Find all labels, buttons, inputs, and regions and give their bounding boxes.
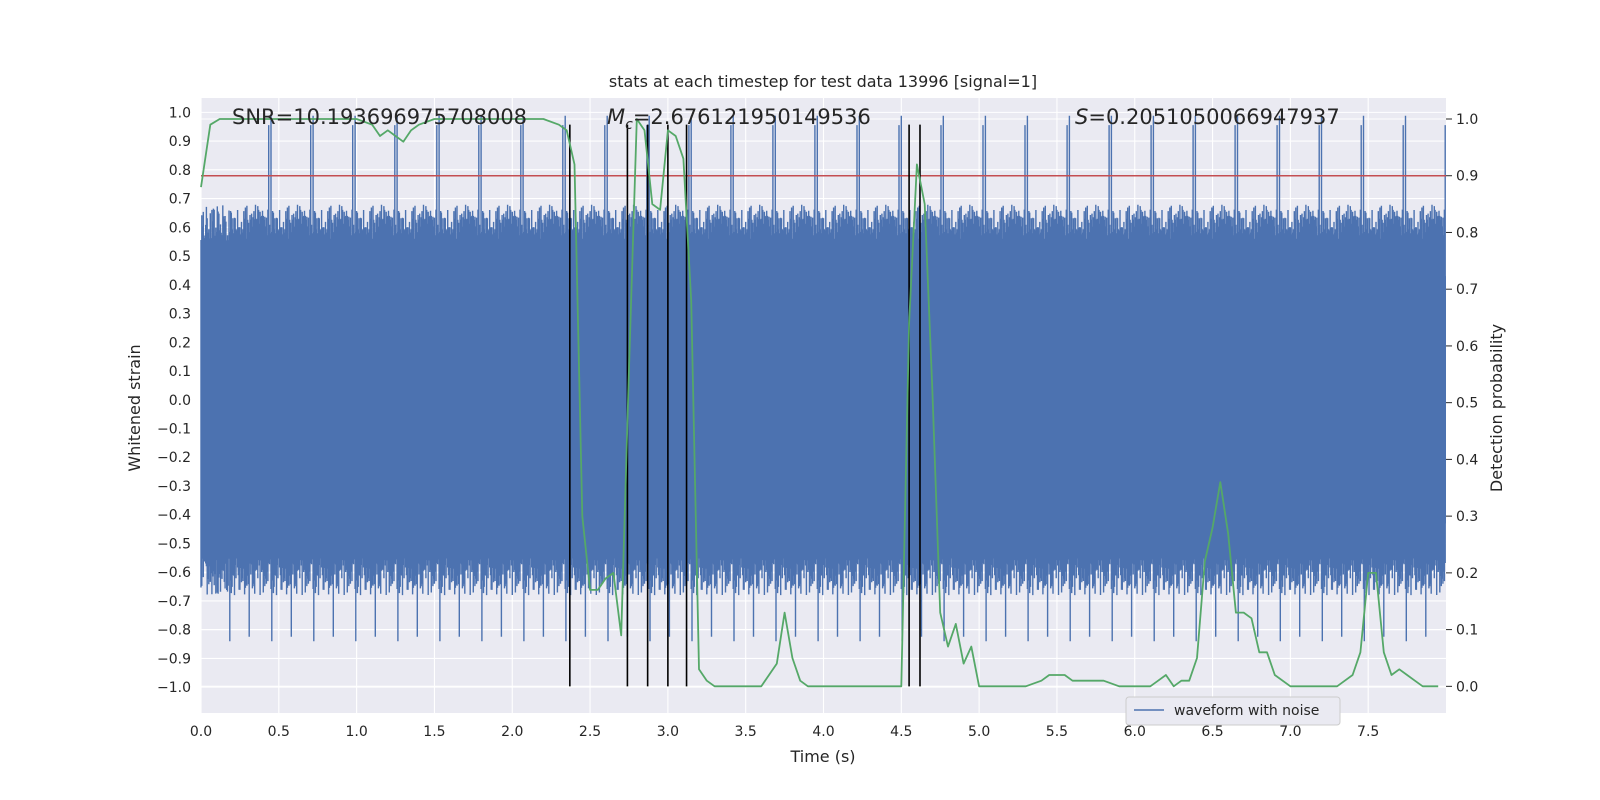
y-left-tick-11: −0.1	[157, 421, 191, 437]
x-tick-labels: 0.0 0.5 1.0 1.5 2.0 2.5 3.0 3.5 4.0 4.5 5.0 5.5 6.0 6…	[190, 724, 1379, 740]
y-left-tick-20: −1.0	[157, 680, 191, 696]
x-tick-0: 0.0	[190, 724, 212, 740]
y-right-tick-5: 0.5	[1456, 396, 1478, 412]
y-left-tick-16: −0.6	[157, 565, 191, 581]
x-tick-4: 2.0	[501, 724, 523, 740]
snr-annotation: SNR=10.193696975708008	[232, 105, 527, 129]
mc-annotation: Mc=2.676121950149536	[607, 105, 871, 133]
y-right-tick-4: 0.6	[1456, 339, 1478, 355]
s-symbol: S	[1075, 105, 1088, 129]
y-left-tick-labels: 1.0 0.9 0.8 0.7 0.6 0.5 0.4 0.3 0.2 0.1 0.0 −0.1 −0.…	[157, 105, 191, 696]
x-tick-9: 4.5	[890, 724, 912, 740]
y-left-tick-19: −0.9	[157, 651, 191, 667]
y-left-tick-2: 0.8	[169, 163, 191, 179]
y-left-tick-14: −0.4	[157, 508, 191, 524]
y-left-tick-15: −0.5	[157, 536, 191, 552]
x-tick-1: 0.5	[268, 724, 290, 740]
x-tick-14: 7.0	[1279, 724, 1301, 740]
y-right-axis-label: Detection probability	[1487, 324, 1506, 492]
y-left-tick-0: 1.0	[169, 105, 191, 121]
mc-value: =2.676121950149536	[633, 105, 871, 129]
y-right-tick-0: 1.0	[1456, 112, 1478, 128]
x-tick-12: 6.0	[1124, 724, 1146, 740]
x-tick-7: 3.5	[735, 724, 757, 740]
y-right-tick-1: 0.9	[1456, 169, 1478, 185]
y-left-tick-17: −0.7	[157, 594, 191, 610]
x-tick-8: 4.0	[812, 724, 834, 740]
y-right-tick-2: 0.8	[1456, 225, 1478, 241]
y-left-tick-10: 0.0	[169, 393, 191, 409]
y-left-tick-4: 0.6	[169, 220, 191, 236]
y-left-tick-1: 0.9	[169, 134, 191, 150]
legend-box	[1125, 696, 1341, 726]
legend-label-waveform: waveform with noise	[1174, 703, 1319, 719]
probability-series	[200, 118, 1439, 688]
x-tick-2: 1.0	[345, 724, 367, 740]
probability-line	[200, 118, 1439, 688]
y-right-tick-9: 0.1	[1456, 623, 1478, 639]
change-point-lines	[569, 124, 921, 687]
x-tick-15: 7.5	[1357, 724, 1379, 740]
y-left-tick-12: −0.2	[157, 450, 191, 466]
waveform-trace	[200, 115, 1446, 642]
waveform-series	[200, 115, 1446, 642]
x-tick-6: 3.0	[657, 724, 679, 740]
x-axis-label: Time (s)	[789, 747, 855, 766]
y-right-tick-10: 0.0	[1456, 679, 1478, 695]
s-annotation: S=0.2051050066947937	[1075, 105, 1340, 129]
x-tick-5: 2.5	[579, 724, 601, 740]
y-right-tick-8: 0.2	[1456, 566, 1478, 582]
s-value: =0.2051050066947937	[1088, 105, 1339, 129]
chart-title: stats at each timestep for test data 139…	[609, 72, 1037, 91]
x-tick-10: 5.0	[968, 724, 990, 740]
y-left-tick-8: 0.2	[169, 335, 191, 351]
y-right-tick-labels: 1.0 0.9 0.8 0.7 0.6 0.5 0.4 0.3 0.2 0.1 0.0	[1446, 112, 1478, 695]
y-left-tick-6: 0.4	[169, 278, 191, 294]
y-left-tick-13: −0.3	[157, 479, 191, 495]
y-left-tick-9: 0.1	[169, 364, 191, 380]
y-left-axis-label: Whitened strain	[125, 344, 144, 471]
y-right-tick-7: 0.3	[1456, 509, 1478, 525]
x-tick-3: 1.5	[423, 724, 445, 740]
y-left-tick-3: 0.7	[169, 192, 191, 208]
y-left-tick-7: 0.3	[169, 307, 191, 323]
mc-symbol: M	[607, 105, 625, 129]
y-right-tick-3: 0.7	[1456, 282, 1478, 298]
y-left-tick-18: −0.8	[157, 623, 191, 639]
x-tick-11: 5.5	[1046, 724, 1068, 740]
legend: waveform with noise	[1125, 696, 1341, 726]
y-left-tick-5: 0.5	[169, 249, 191, 265]
y-right-tick-6: 0.4	[1456, 452, 1478, 468]
mc-subscript: c	[625, 117, 633, 133]
x-tick-13: 6.5	[1201, 724, 1223, 740]
